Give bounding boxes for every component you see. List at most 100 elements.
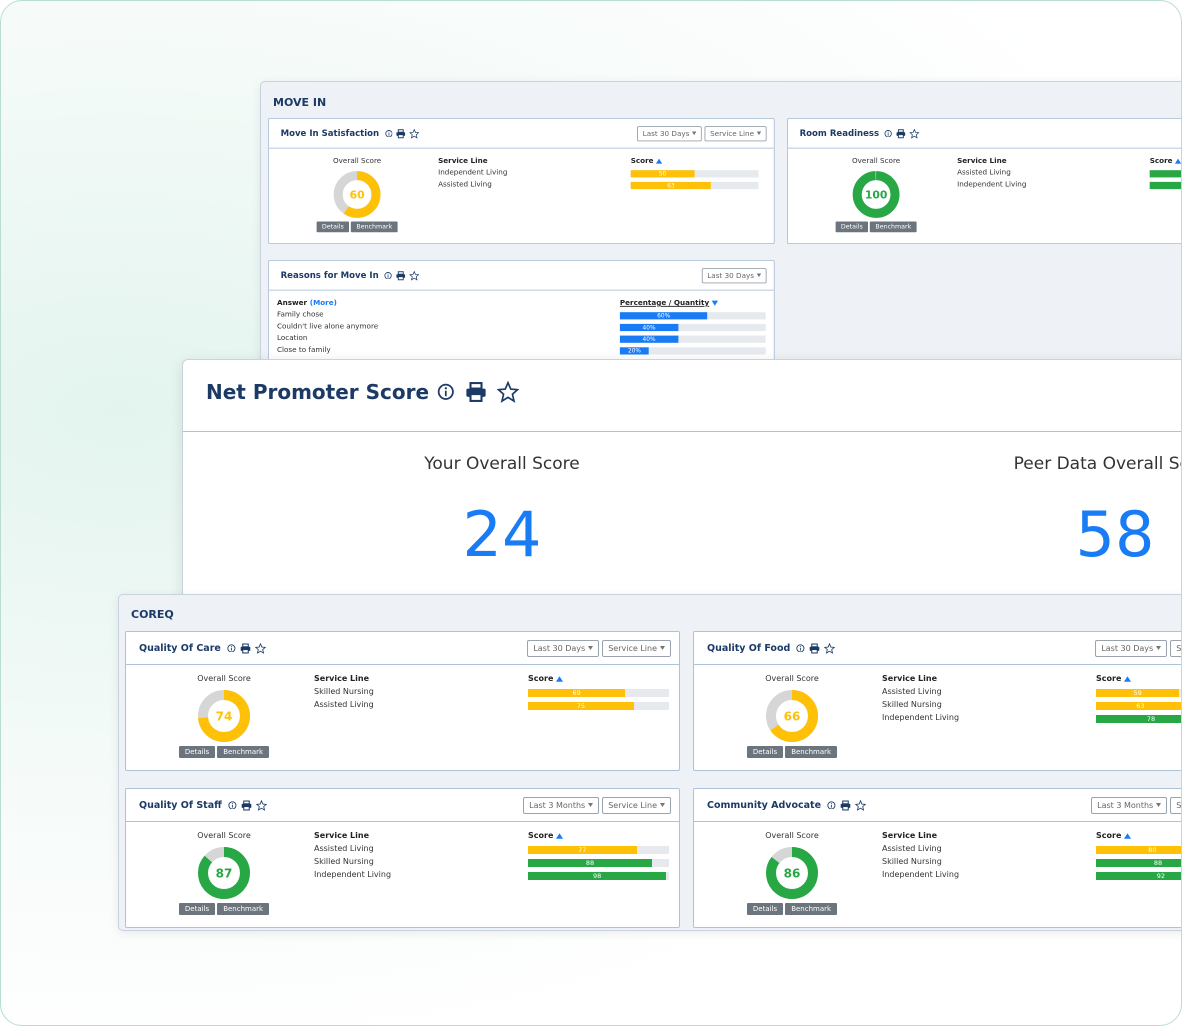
action-button[interactable]: Details (746, 746, 784, 758)
action-button[interactable]: Details (746, 903, 784, 915)
column-header: Service Line (438, 156, 488, 165)
action-button[interactable]: Benchmark (785, 903, 838, 915)
bar-label: 40% (642, 335, 656, 343)
score-value: 24 (462, 498, 542, 571)
bar-track: 75 (528, 702, 669, 710)
bar-track: 88 (1096, 859, 1181, 867)
filter-label: Service Line (1176, 643, 1182, 653)
filter-dropdown[interactable]: Last 3 Months (1091, 796, 1168, 814)
button-row: Details Benchmark (742, 903, 842, 915)
action-button[interactable]: Details (835, 221, 869, 233)
card: Room ReadinessLast 30 Days Overall Score 1… (787, 118, 1181, 244)
sort-arrow (556, 675, 564, 682)
bar: 100 (1149, 181, 1181, 190)
action-button[interactable]: Details (178, 746, 216, 758)
icon-shape (887, 131, 889, 133)
filter-dropdown[interactable]: Service Line (1170, 639, 1182, 657)
arrow-shape (1124, 832, 1132, 839)
info-icon (227, 643, 236, 653)
action-button[interactable]: Details (316, 221, 350, 233)
button-row: Details Benchmark (742, 746, 842, 758)
row-label: Family chose (277, 310, 324, 319)
filter-dropdown[interactable]: Last 30 Days (527, 639, 600, 657)
bar-track: 88 (528, 859, 669, 867)
more-link[interactable]: (More) (309, 298, 337, 307)
card-title: Community Advocate (707, 799, 822, 811)
bar-track: 40% (619, 335, 766, 343)
icon-shape (811, 648, 818, 653)
card: Quality Of Care Last 30 Days Service Line O… (125, 631, 680, 771)
gauge: 86 (766, 847, 818, 899)
row-label: Assisted Living (314, 844, 374, 853)
icon-shape (241, 643, 249, 647)
row-label: Assisted Living (314, 700, 374, 709)
caret-shape (588, 646, 594, 650)
card: Quality Of Staff Last 3 Months Service Lin… (125, 788, 680, 928)
star-icon (255, 799, 267, 811)
bar: 80 (1096, 846, 1181, 854)
row-label: Assisted Living (882, 844, 942, 853)
column-header-wrap: Score (528, 674, 564, 683)
icon-shape (397, 270, 404, 275)
info-icon (437, 383, 454, 401)
filter-dropdown[interactable]: Service Line (602, 639, 671, 657)
gauge-value: 100 (865, 189, 888, 202)
filter-label: Last 3 Months (1097, 800, 1154, 810)
gauge-value: 60 (350, 189, 365, 202)
action-button[interactable]: Benchmark (217, 903, 270, 915)
section-title: COREQ (131, 608, 174, 621)
card-title: Reasons for Move In (280, 270, 379, 281)
column-header-wrap: Score (1096, 831, 1132, 840)
column-header: Service Line (882, 674, 938, 683)
filter-label: Last 30 Days (707, 271, 754, 280)
filter-dropdown[interactable]: Last 30 Days (637, 125, 702, 141)
filter-dropdown[interactable]: Service Line (602, 796, 671, 814)
row-label: Close to family (277, 345, 331, 354)
gauge-value: 86 (784, 867, 801, 881)
icon-shape (231, 802, 233, 804)
filter-dropdown[interactable]: Last 30 Days (1095, 639, 1168, 657)
action-button[interactable]: Benchmark (785, 746, 838, 758)
arrow-shape (556, 675, 564, 682)
filter-dropdown[interactable]: Service Line (704, 125, 767, 141)
column-header: Score (1096, 831, 1122, 840)
filter-label: Last 30 Days (1101, 643, 1154, 653)
icon-shape (230, 645, 232, 647)
action-button[interactable]: Benchmark (217, 746, 270, 758)
overall-label: Overall Score (197, 831, 251, 840)
gauge-arc (333, 171, 381, 218)
caret-shape (660, 803, 665, 807)
icon-shape (228, 800, 237, 810)
gauge: 87 (198, 847, 250, 899)
score-label: Your Overall Score (424, 454, 580, 474)
icon-shape (824, 642, 836, 654)
filter-label: Last 30 Days (533, 643, 586, 653)
bar-track: 63 (1096, 702, 1181, 710)
row-label: Assisted Living (957, 168, 1011, 177)
icon-shape (384, 271, 392, 279)
bar-track: 69 (528, 689, 669, 697)
arrow-shape (711, 300, 719, 306)
action-button[interactable]: Benchmark (350, 221, 398, 233)
bar-label: 80 (1148, 846, 1157, 854)
column-header-wrap: Answer (More) (277, 299, 337, 307)
filter-dropdown[interactable]: Last 3 Months (523, 796, 600, 814)
caret-shape (756, 273, 762, 278)
bar-label: 98 (592, 872, 602, 880)
action-button[interactable]: Benchmark (869, 221, 917, 233)
star-icon (409, 270, 419, 281)
bar: 40% (619, 323, 679, 332)
filter-dropdown[interactable]: Last 30 Days (701, 267, 767, 283)
bar: 63 (630, 181, 712, 190)
caret-shape (588, 803, 594, 807)
row-label: Assisted Living (882, 687, 942, 696)
action-button[interactable]: Details (178, 903, 216, 915)
card-title: Quality Of Staff (139, 799, 222, 811)
icon-shape (800, 647, 802, 651)
print-icon (396, 270, 405, 280)
filter-dropdown[interactable]: Service Line (1170, 796, 1181, 814)
column-header-wrap: Score (528, 831, 564, 840)
gauge: 60 (333, 171, 381, 218)
icon-shape (242, 805, 250, 810)
gauge-arc (198, 847, 250, 899)
